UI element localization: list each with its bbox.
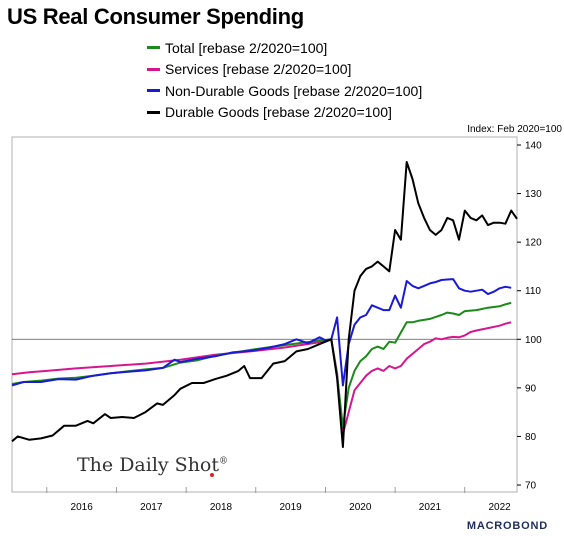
x-tick-label: 2020 bbox=[349, 502, 372, 513]
legend-item-non-durable: Non-Durable Goods [rebase 2/2020=100] bbox=[147, 80, 422, 102]
legend-swatch-total bbox=[147, 46, 160, 50]
watermark-dot-icon bbox=[210, 473, 214, 477]
y-tick-label: 130 bbox=[525, 189, 542, 200]
legend-label-total: Total [rebase 2/2020=100] bbox=[165, 39, 328, 56]
x-tick-label: 2021 bbox=[419, 502, 442, 513]
legend-swatch-non-durable bbox=[147, 89, 160, 93]
legend-label-non-durable: Non-Durable Goods [rebase 2/2020=100] bbox=[165, 82, 423, 99]
series-line-1 bbox=[11, 321, 512, 435]
x-tick-label: 2016 bbox=[71, 502, 94, 513]
macrobond-logo: MACROBOND bbox=[466, 520, 548, 532]
legend-swatch-durable bbox=[147, 110, 160, 114]
legend-item-durable: Durable Goods [rebase 2/2020=100] bbox=[147, 102, 422, 124]
y-tick-label: 70 bbox=[525, 481, 537, 492]
unit-label: Index: Feb 2020=100 bbox=[467, 124, 562, 135]
y-tick-label: 120 bbox=[525, 238, 542, 249]
x-tick-label: 2022 bbox=[488, 502, 511, 513]
y-tick-label: 80 bbox=[525, 432, 537, 443]
chart-title: US Real Consumer Spending bbox=[7, 4, 304, 29]
legend-label-services: Services [rebase 2/2020=100] bbox=[165, 61, 352, 78]
chart-legend: Total [rebase 2/2020=100] Services [reba… bbox=[147, 37, 422, 123]
legend-label-durable: Durable Goods [rebase 2/2020=100] bbox=[165, 104, 392, 121]
x-tick-label: 2017 bbox=[140, 502, 163, 513]
series-line-3 bbox=[11, 161, 518, 449]
x-tick-label: 2018 bbox=[210, 502, 233, 513]
x-tick-label: 2019 bbox=[279, 502, 302, 513]
legend-swatch-services bbox=[147, 67, 160, 71]
watermark-logo: The Daily Shot® bbox=[77, 454, 228, 476]
watermark-text: The Daily Shot bbox=[77, 454, 220, 476]
series-line-0 bbox=[11, 301, 512, 428]
series-line-2 bbox=[11, 278, 512, 387]
watermark-mark: ® bbox=[219, 456, 229, 467]
legend-item-total: Total [rebase 2/2020=100] bbox=[147, 37, 422, 59]
y-tick-label: 140 bbox=[525, 141, 542, 152]
y-tick-label: 100 bbox=[525, 335, 542, 346]
y-tick-label: 110 bbox=[525, 286, 541, 297]
legend-item-services: Services [rebase 2/2020=100] bbox=[147, 59, 422, 81]
y-tick-label: 90 bbox=[525, 383, 537, 394]
plot-frame bbox=[11, 136, 518, 493]
